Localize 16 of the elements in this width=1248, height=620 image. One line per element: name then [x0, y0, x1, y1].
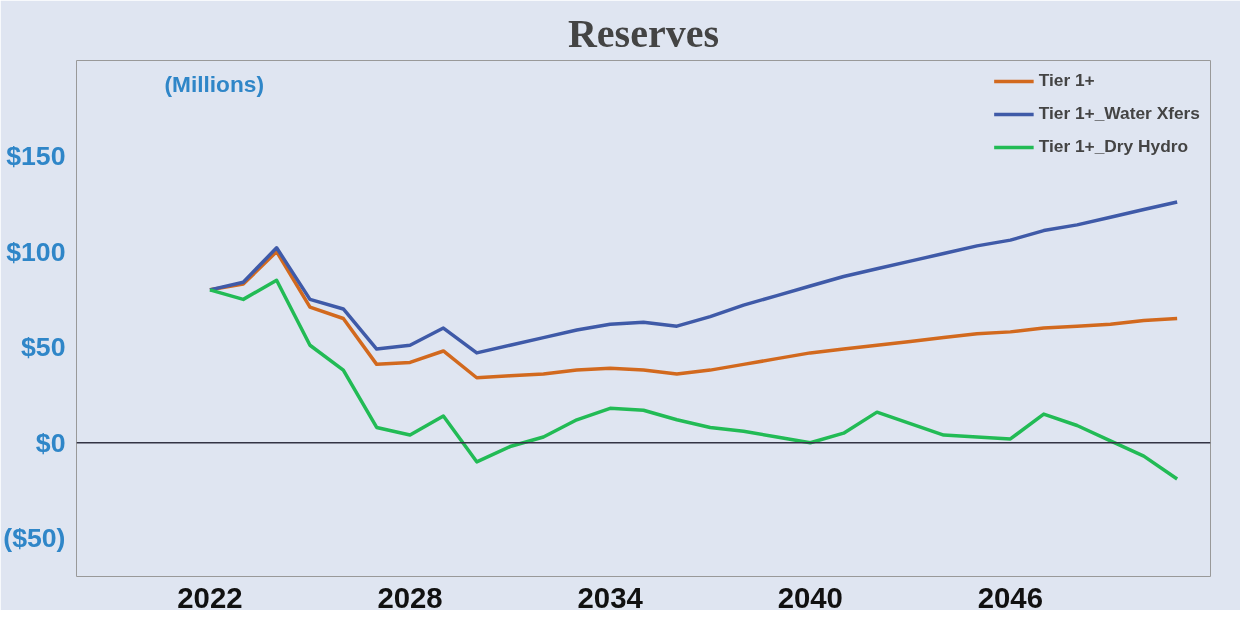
legend-label: Tier 1+ [1038, 70, 1095, 91]
y-axis-title: (Millions) [164, 70, 264, 97]
legend-label: Tier 1+_Water Xfers [1038, 103, 1200, 124]
legend-label: Tier 1+_Dry Hydro [1038, 136, 1189, 157]
y-tick-label: $0 [35, 427, 66, 458]
x-tick-label: 2034 [577, 580, 644, 614]
y-tick-label: $150 [6, 141, 66, 172]
x-tick-label: 2046 [977, 580, 1044, 614]
x-tick-label: 2022 [177, 580, 243, 614]
chart-title: Reserves [567, 10, 720, 56]
x-tick-label: 2040 [777, 580, 843, 614]
y-tick-label: ($50) [3, 523, 66, 554]
x-tick-label: 2028 [377, 580, 443, 614]
y-tick-label: $50 [21, 332, 66, 363]
y-tick-label: $100 [6, 236, 66, 267]
line-series [208, 278, 1179, 481]
